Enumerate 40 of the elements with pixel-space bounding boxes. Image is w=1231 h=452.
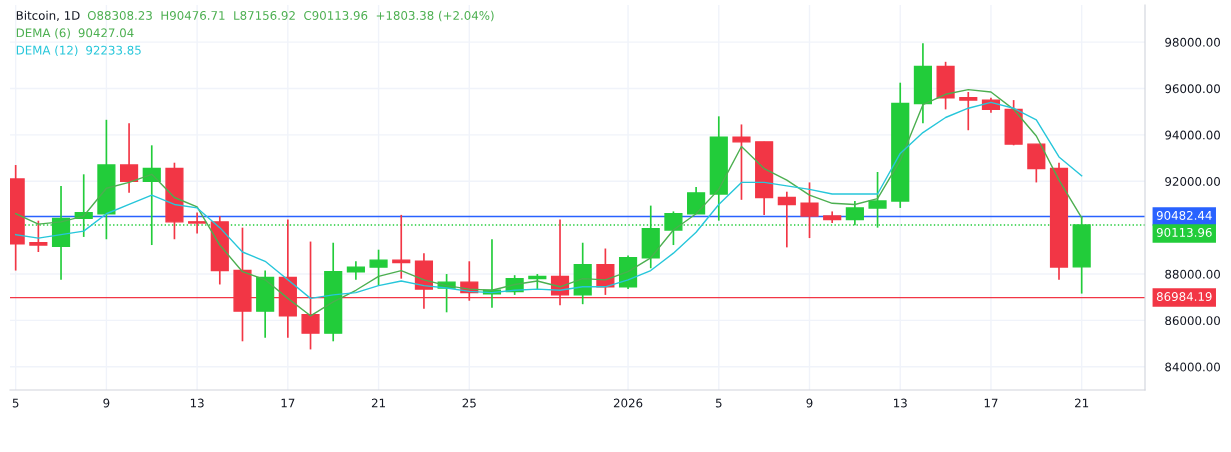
candlestick [369,248,388,287]
x-tick-label: 13 [190,398,204,408]
candlestick [346,260,365,281]
candlestick [29,219,48,253]
y-tick-label: 96000.00 [1165,84,1220,94]
annotation: 92233.85 [86,45,141,55]
x-tick-label: 9 [103,398,110,408]
y-tick-label: 84000.00 [1165,362,1220,372]
candlestick [800,181,819,239]
y-tick-label: 86000.00 [1165,316,1220,326]
x-tick-label: 9 [806,398,813,408]
candlestick [392,214,411,280]
y-tick-label: 98000.00 [1165,37,1220,47]
candlestick [777,190,796,249]
ref-line-label: 90113.96 [1156,227,1212,237]
x-tick-label: 13 [894,398,907,408]
candlestick [119,122,139,194]
y-tick-label: 94000.00 [1165,130,1220,140]
candlestick [959,91,978,132]
candlestick [687,186,706,215]
chart-subtitle: O88308.23 H90476.71 L87156.92 C90113.96 +1803.38 (+2.04%) [87,10,494,22]
y-tick-label: 88000.00 [1165,269,1220,279]
ref-line-label: 90482.44 [1156,210,1212,220]
x-tick-label: 21 [1075,398,1089,408]
candlestick [301,240,320,351]
x-tick-label: 5 [12,398,19,408]
candlestick [188,211,207,235]
x-tick-label: 17 [984,398,998,408]
text: DEMA (12) [16,45,78,57]
text: DEMA (6) [16,28,70,39]
x-tick-label: 21 [371,398,385,408]
x-tick-label: 25 [462,398,476,408]
chart-title: Bitcoin, 1D [16,10,80,22]
x-tick-label: 17 [281,398,295,408]
annotation: 90427.04 [78,28,134,38]
y-tick-label: 92000.00 [1165,176,1220,186]
ref-line-label: 86984.19 [1156,292,1212,302]
x-tick-label: 2026 [613,398,643,408]
x-tick-label: 5 [715,398,722,408]
candlestick [732,123,751,201]
